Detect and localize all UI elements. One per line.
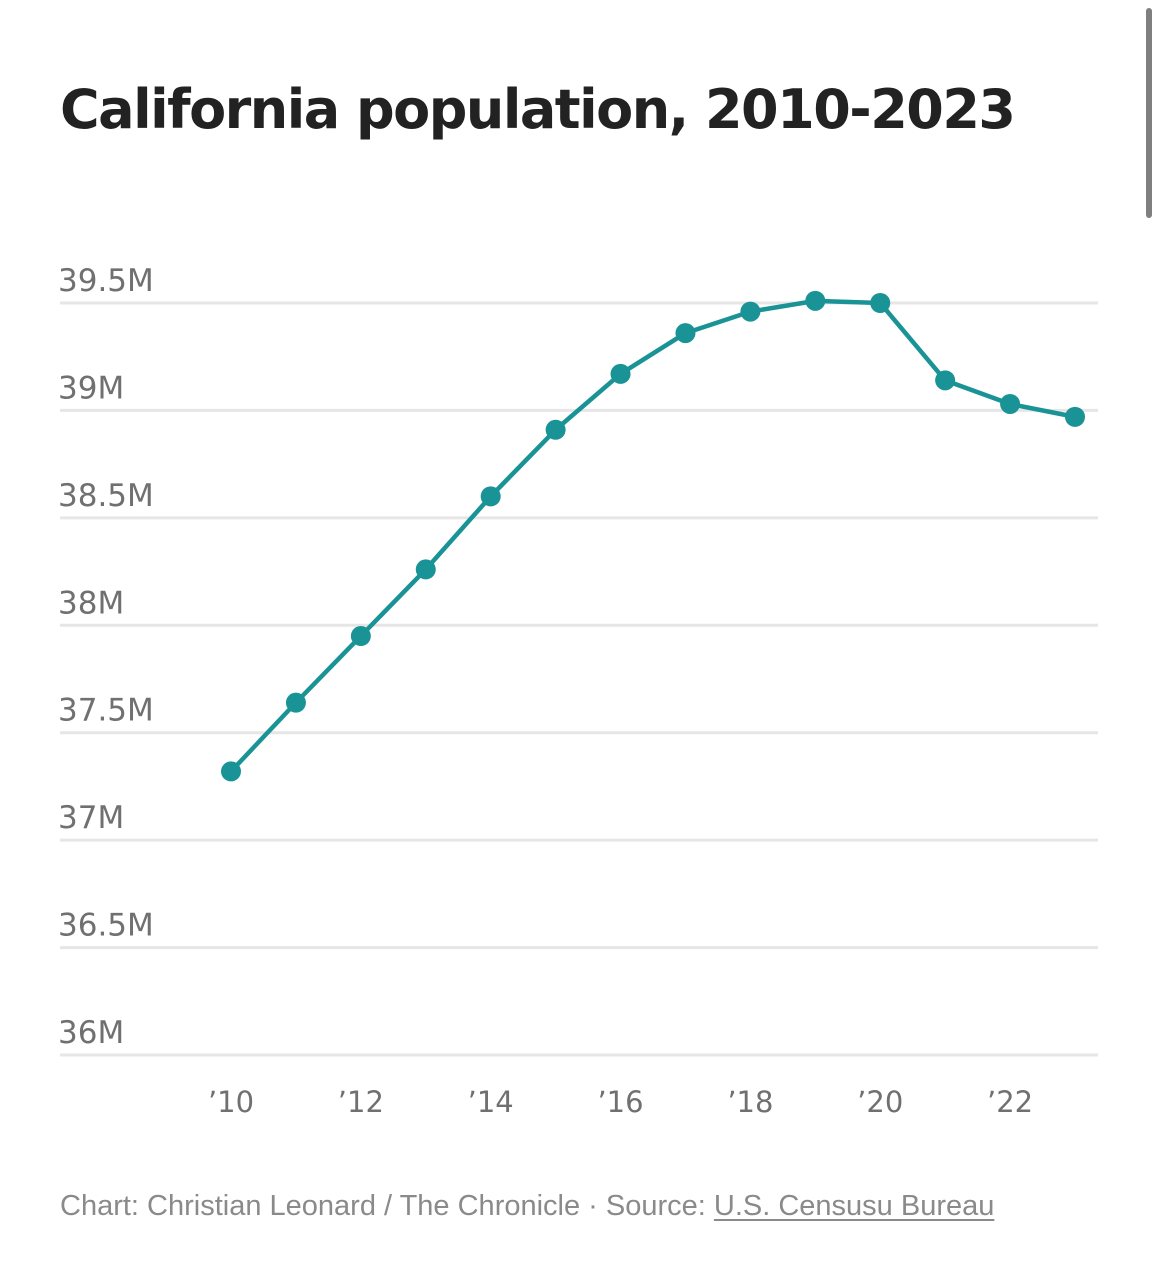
data-point-2011[interactable]	[285, 692, 306, 713]
data-point-2016[interactable]	[610, 363, 631, 384]
x-tick-label: ’22	[987, 1085, 1033, 1119]
x-tick-label: ’10	[208, 1085, 254, 1119]
y-tick-label: 38.5M	[58, 478, 154, 514]
series-layer	[221, 290, 1085, 782]
data-point-2022[interactable]	[1000, 393, 1021, 414]
data-point-2018[interactable]	[740, 301, 761, 322]
y-tick-label: 38M	[58, 585, 124, 621]
x-tick-label: ’18	[727, 1085, 773, 1119]
y-tick-label: 39.5M	[58, 263, 154, 299]
chart-credit: Chart: Christian Leonard / The Chronicle…	[60, 1190, 994, 1223]
scrollbar[interactable]	[1146, 8, 1152, 218]
y-axis-labels: 36M 36.5M 37M 37.5M 38M 38.5M 39M 39.5M	[58, 263, 154, 1051]
data-point-2012[interactable]	[350, 626, 371, 647]
source-link[interactable]: U.S. Censusu Bureau	[713, 1190, 995, 1222]
x-tick-label: ’12	[338, 1085, 384, 1119]
y-tick-label: 37M	[58, 800, 124, 836]
data-point-2020[interactable]	[870, 293, 891, 313]
y-tick-label: 37.5M	[58, 693, 154, 729]
gridlines	[60, 301, 1098, 1057]
data-point-2010[interactable]	[221, 761, 241, 782]
data-point-2017[interactable]	[675, 323, 696, 344]
x-tick-label: ’14	[468, 1085, 514, 1119]
data-point-2013[interactable]	[415, 559, 436, 580]
credit-text: Chart: Christian Leonard / The Chronicle…	[60, 1190, 714, 1222]
data-point-2014[interactable]	[480, 486, 501, 507]
series-line	[229, 298, 1076, 773]
x-axis-labels: ’10 ’12 ’14 ’16 ’18 ’20 ’22	[208, 1085, 1033, 1119]
x-tick-label: ’20	[857, 1085, 903, 1119]
data-point-2015[interactable]	[545, 419, 566, 440]
data-point-2021[interactable]	[935, 370, 956, 391]
data-point-2023[interactable]	[1065, 406, 1085, 427]
y-tick-label: 36.5M	[58, 908, 154, 944]
chart-title: California population, 2010-2023	[60, 78, 1016, 141]
y-tick-label: 39M	[58, 370, 124, 406]
x-tick-label: ’16	[597, 1085, 643, 1119]
data-point-2019[interactable]	[805, 290, 826, 311]
y-tick-label: 36M	[58, 1015, 124, 1051]
